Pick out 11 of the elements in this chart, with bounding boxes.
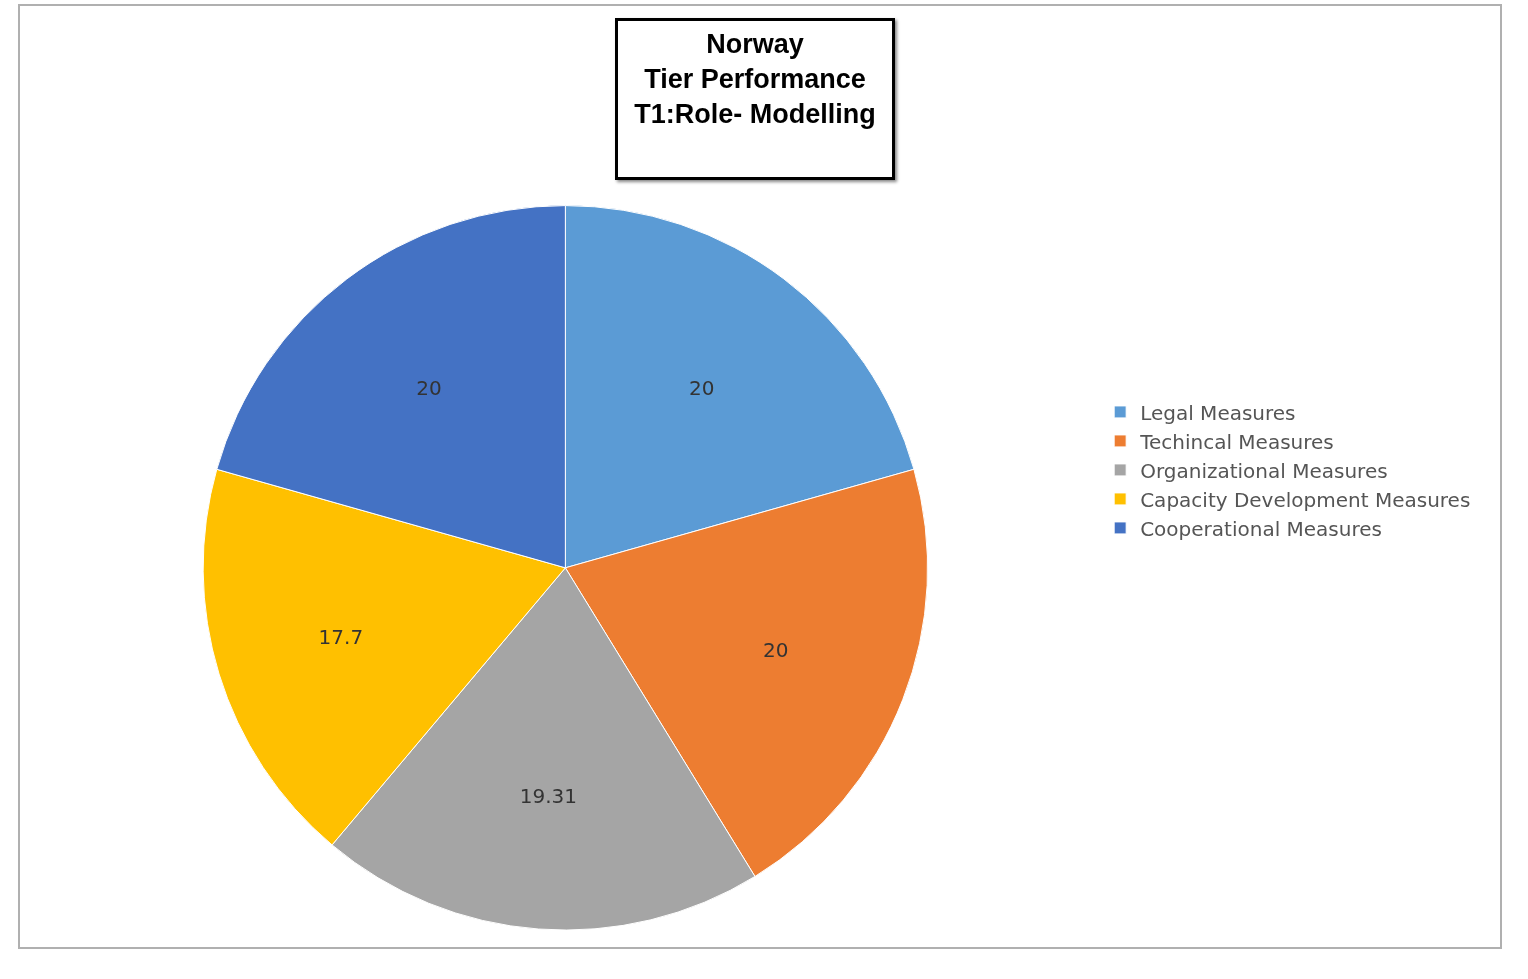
legend-label: Techincal Measures bbox=[1139, 429, 1334, 454]
data-label: 20 bbox=[416, 375, 442, 400]
data-label: 20 bbox=[763, 637, 789, 662]
data-label: 20 bbox=[688, 375, 715, 400]
legend-label: Legal Measures bbox=[1140, 400, 1296, 425]
legend-label: Capacity Development Measures bbox=[1140, 487, 1471, 512]
legend-label: Cooperational Measures bbox=[1140, 516, 1382, 541]
data-label: 19.31 bbox=[519, 783, 577, 808]
legend-label: Organizational Measures bbox=[1140, 458, 1388, 483]
chart-title: Norway Tier Performance T1:Role- Modelling bbox=[615, 18, 895, 180]
data-label: 17.7 bbox=[318, 624, 364, 649]
